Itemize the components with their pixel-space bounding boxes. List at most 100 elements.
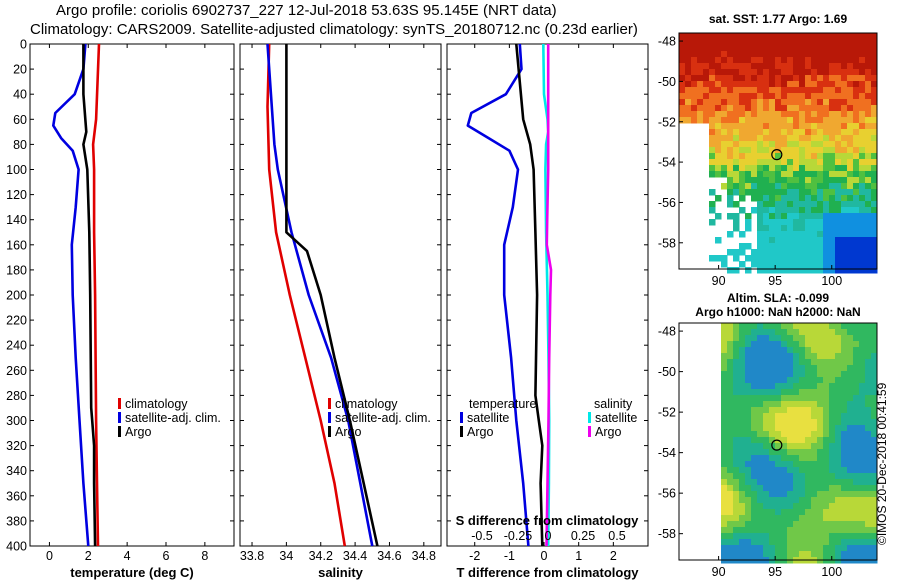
map-cell bbox=[769, 413, 776, 420]
map-cell bbox=[763, 467, 770, 474]
map-cell bbox=[781, 135, 788, 142]
map-cell bbox=[727, 503, 734, 510]
map-cell bbox=[757, 539, 764, 546]
map-cell bbox=[733, 341, 740, 348]
map-cell bbox=[871, 153, 878, 160]
map-cell bbox=[787, 533, 794, 540]
map-cell bbox=[811, 99, 818, 106]
map-cell bbox=[745, 473, 752, 480]
map-cell bbox=[847, 159, 854, 166]
map-x-tick-label: 95 bbox=[768, 274, 782, 288]
map-cell bbox=[871, 353, 878, 360]
map-cell bbox=[703, 117, 710, 124]
map-cell bbox=[787, 485, 794, 492]
map-cell bbox=[769, 129, 776, 136]
map-cell bbox=[835, 479, 842, 486]
map-cell bbox=[835, 261, 842, 268]
map-cell bbox=[751, 105, 758, 112]
map-cell bbox=[691, 105, 698, 112]
map-cell bbox=[853, 87, 860, 94]
map-cell bbox=[799, 123, 806, 130]
map-cell bbox=[679, 117, 686, 124]
map-cell bbox=[805, 51, 812, 58]
map-cell bbox=[787, 449, 794, 456]
map-cell bbox=[733, 153, 740, 160]
map-cell bbox=[679, 87, 686, 94]
map-cell bbox=[763, 177, 770, 184]
map-cell bbox=[853, 177, 860, 184]
map-cell bbox=[757, 207, 764, 214]
map-cell bbox=[811, 431, 818, 438]
map-cell bbox=[817, 123, 824, 130]
map-cell bbox=[853, 147, 860, 154]
map-cell bbox=[721, 63, 728, 70]
map-cell bbox=[835, 123, 842, 130]
map-cell bbox=[793, 545, 800, 552]
map-cell bbox=[811, 39, 818, 46]
map-cell bbox=[823, 39, 830, 46]
map-cell bbox=[793, 527, 800, 534]
map-cell bbox=[865, 243, 872, 250]
map-cell bbox=[805, 443, 812, 450]
map-cell bbox=[817, 323, 824, 330]
map-cell bbox=[847, 359, 854, 366]
map-cell bbox=[739, 425, 746, 432]
map-cell bbox=[745, 323, 752, 330]
map-cell bbox=[715, 33, 722, 40]
map-cell bbox=[799, 461, 806, 468]
map-cell bbox=[859, 33, 866, 40]
map-cell bbox=[823, 377, 830, 384]
map-cell bbox=[859, 99, 866, 106]
y-tick-label: 160 bbox=[6, 238, 27, 252]
map-cell bbox=[859, 479, 866, 486]
map-cell bbox=[721, 539, 728, 546]
map-cell bbox=[793, 81, 800, 88]
map-cell bbox=[847, 335, 854, 342]
map-cell bbox=[763, 461, 770, 468]
map-cell bbox=[823, 159, 830, 166]
map-cell bbox=[715, 195, 722, 202]
map-cell bbox=[793, 243, 800, 250]
map-cell bbox=[781, 347, 788, 354]
map-cell bbox=[859, 135, 866, 142]
map-cell bbox=[817, 533, 824, 540]
map-cell bbox=[787, 267, 794, 274]
map-cell bbox=[805, 105, 812, 112]
top-tick-label: -0.25 bbox=[504, 529, 533, 543]
map-cell bbox=[727, 231, 734, 238]
map-cell bbox=[805, 99, 812, 106]
map-cell bbox=[709, 75, 716, 82]
map-cell bbox=[709, 123, 716, 130]
map-cell bbox=[763, 401, 770, 408]
map-cell bbox=[817, 443, 824, 450]
map-cell bbox=[859, 431, 866, 438]
map-cell bbox=[781, 183, 788, 190]
map-cell bbox=[709, 255, 716, 262]
legend-label: climatology bbox=[335, 397, 398, 411]
map-cell bbox=[775, 249, 782, 256]
map-cell bbox=[757, 329, 764, 336]
map-cell bbox=[727, 69, 734, 76]
map-cell bbox=[871, 249, 878, 256]
map-cell bbox=[871, 189, 878, 196]
map-cell bbox=[793, 395, 800, 402]
map-cell bbox=[727, 341, 734, 348]
map-cell bbox=[709, 51, 716, 58]
map-cell bbox=[721, 51, 728, 58]
map-cell bbox=[835, 353, 842, 360]
map-cell bbox=[805, 195, 812, 202]
map-cell bbox=[733, 485, 740, 492]
map-cell bbox=[793, 219, 800, 226]
legend-title-salinity: salinity bbox=[594, 397, 633, 411]
map-cell bbox=[739, 159, 746, 166]
map-cell bbox=[775, 389, 782, 396]
map-cell bbox=[799, 431, 806, 438]
map-cell bbox=[835, 225, 842, 232]
map-cell bbox=[757, 377, 764, 384]
map-cell bbox=[775, 485, 782, 492]
map-cell bbox=[823, 231, 830, 238]
map-cell bbox=[817, 243, 824, 250]
map-cell bbox=[775, 201, 782, 208]
map-cell bbox=[763, 225, 770, 232]
map-cell bbox=[769, 521, 776, 528]
